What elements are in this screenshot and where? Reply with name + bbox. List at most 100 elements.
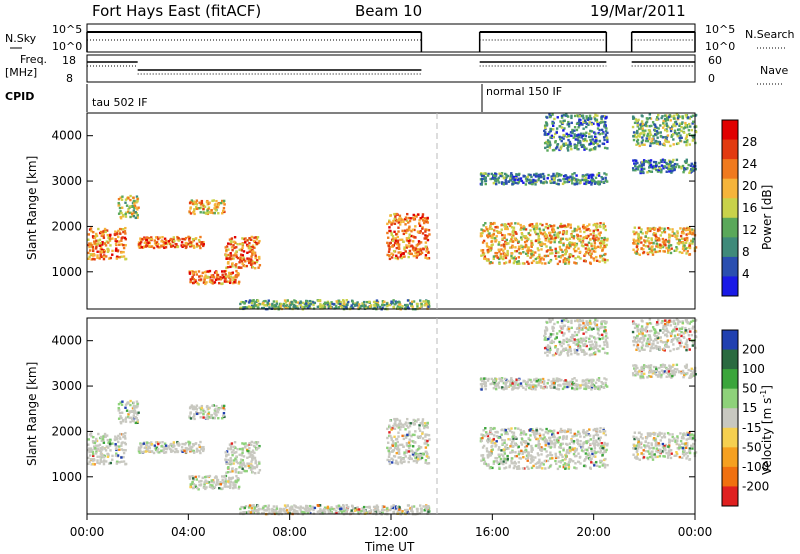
power-cell <box>510 222 513 225</box>
power-cell <box>588 252 592 256</box>
power-cell <box>594 238 597 242</box>
power-cell <box>242 256 245 260</box>
power-cell <box>563 257 567 260</box>
velocity-cell <box>296 506 299 509</box>
power-cell <box>133 202 136 205</box>
power-cell <box>169 243 173 246</box>
velocity-cell <box>150 441 153 444</box>
power-cell <box>93 258 96 261</box>
velocity-cell <box>239 507 242 511</box>
power-cell <box>573 135 577 138</box>
power-cell <box>599 121 603 124</box>
power-cell <box>207 206 211 209</box>
power-cell <box>504 227 507 231</box>
power-cell <box>388 303 392 307</box>
power-cell <box>639 125 643 128</box>
power-cell <box>234 265 238 269</box>
velocity-cell <box>274 510 278 513</box>
power-cell <box>681 242 685 245</box>
power-cell <box>514 178 517 181</box>
power-cell <box>603 114 606 118</box>
power-cell <box>598 128 601 132</box>
power-cell <box>544 146 547 150</box>
velocity-cell <box>224 478 227 481</box>
power-cell <box>193 208 196 211</box>
power-cell <box>665 138 668 141</box>
power-cell <box>105 240 109 243</box>
velocity-cell <box>117 445 121 448</box>
power-cell <box>195 199 199 202</box>
velocity-cell <box>416 418 420 421</box>
velocity-cell <box>364 509 367 513</box>
power-cell <box>299 304 302 307</box>
cpid-row: CPID tau 502 IF normal 150 IF <box>5 84 562 112</box>
velocity-cell <box>423 422 427 425</box>
velocity-cell <box>531 460 534 463</box>
power-cell <box>686 228 690 232</box>
power-cell <box>115 257 119 260</box>
velocity-cell <box>228 443 232 446</box>
power-cell <box>570 147 573 151</box>
power-cell <box>515 260 519 264</box>
power-cell <box>670 115 673 118</box>
velocity-cell <box>424 450 427 453</box>
power-cell <box>210 274 213 277</box>
velocity-cell <box>183 442 186 446</box>
power-cell <box>544 126 547 130</box>
power-cell <box>397 244 400 248</box>
velocity-cell <box>143 446 146 450</box>
velocity-cell <box>233 451 236 455</box>
power-cell <box>535 222 539 225</box>
power-cell <box>173 245 177 249</box>
power-cell <box>656 142 659 145</box>
power-cell <box>691 139 695 142</box>
velocity-cell <box>129 403 132 407</box>
power-cell <box>409 252 412 256</box>
power-cell <box>531 180 535 184</box>
power-cell <box>215 199 218 203</box>
velocity-cell <box>116 437 119 441</box>
velocity-cell <box>199 480 203 483</box>
velocity-cell <box>383 508 386 512</box>
power-cell <box>212 276 216 279</box>
power-cell <box>531 243 534 246</box>
power-cell <box>397 251 400 254</box>
power-cell <box>242 306 245 309</box>
power-cell <box>169 245 173 248</box>
velocity-cell <box>228 461 231 465</box>
power-cell <box>253 236 256 239</box>
power-cell <box>506 227 509 231</box>
power-cell <box>318 299 322 302</box>
power-cell <box>666 167 670 170</box>
power-cell <box>188 236 191 240</box>
power-cell <box>537 234 540 238</box>
power-cell <box>214 203 217 206</box>
velocity-cell <box>87 438 91 441</box>
power-cell <box>601 259 604 262</box>
velocity-cell <box>131 419 134 423</box>
power-cell <box>368 305 372 308</box>
velocity-cell <box>198 445 202 449</box>
power-cell <box>492 233 496 236</box>
power-cell <box>594 180 597 184</box>
power-cell <box>694 168 697 171</box>
velocity-cell <box>245 469 248 473</box>
power-cell <box>689 125 692 128</box>
power-cell <box>645 239 649 242</box>
velocity-cell <box>101 448 104 451</box>
power-cell <box>114 249 118 252</box>
velocity-cell <box>191 477 195 480</box>
power-cell <box>665 122 668 125</box>
power-cell <box>545 133 548 137</box>
power-cell <box>669 162 672 165</box>
power-cell <box>512 257 515 260</box>
power-cell <box>153 242 157 245</box>
velocity-cell <box>195 478 198 481</box>
velocity-cell <box>114 454 118 457</box>
power-cell <box>221 282 224 285</box>
velocity-cell <box>198 411 201 415</box>
power-cell <box>661 158 665 161</box>
velocity-cell <box>164 451 168 454</box>
power-cell <box>662 167 665 170</box>
power-cell <box>361 302 364 305</box>
